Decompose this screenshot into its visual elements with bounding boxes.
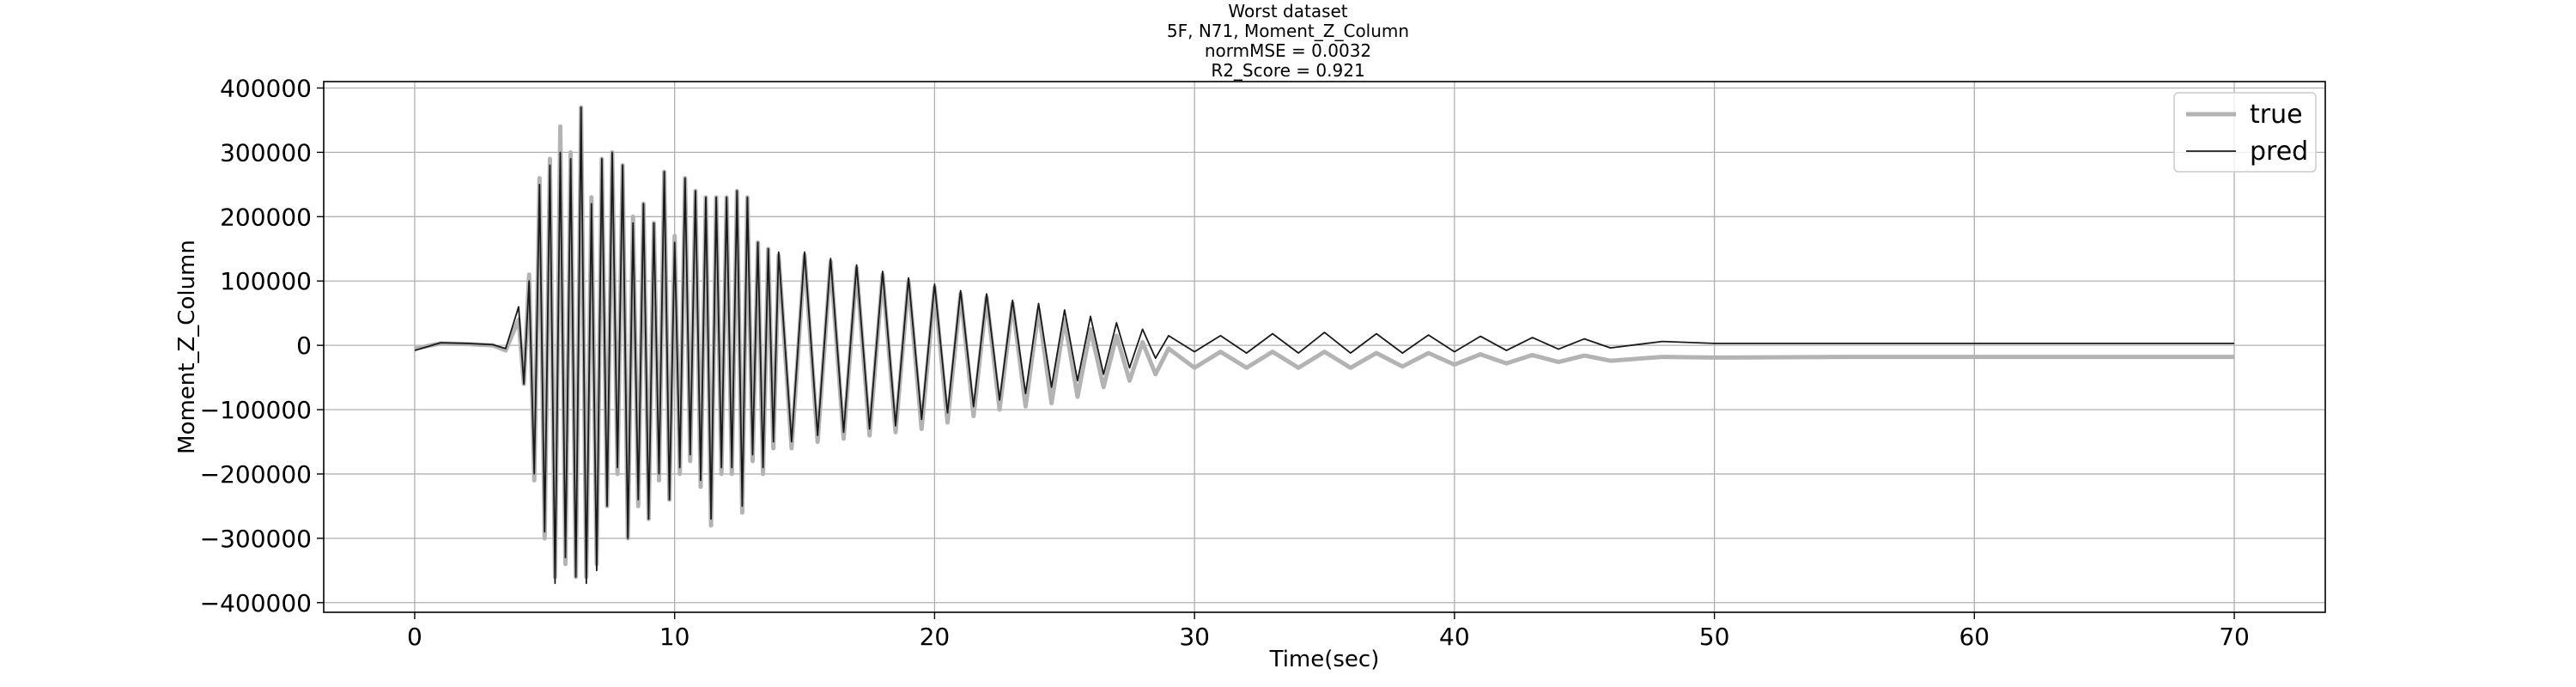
y-tick-label: 300000 bbox=[220, 138, 312, 167]
x-tick-label: 50 bbox=[1699, 623, 1730, 651]
y-tick-label: −400000 bbox=[200, 589, 312, 617]
x-axis-ticks: 0 10 20 30 40 50 60 70 bbox=[407, 612, 2250, 651]
y-tick-label: 200000 bbox=[220, 203, 312, 231]
y-tick-label: 100000 bbox=[220, 267, 312, 295]
x-tick-label: 40 bbox=[1439, 623, 1470, 651]
x-tick-label: 10 bbox=[659, 623, 690, 651]
x-tick-label: 70 bbox=[2219, 623, 2250, 651]
y-axis-label: Moment_Z_Column bbox=[174, 240, 200, 454]
x-axis-label: Time(sec) bbox=[1269, 647, 1380, 672]
y-tick-label: 400000 bbox=[220, 74, 312, 102]
legend: true pred bbox=[2173, 92, 2317, 173]
chart-title-line-4: R2_Score = 0.921 bbox=[1211, 60, 1365, 81]
y-axis-ticks: −400000 −300000 −200000 −100000 0 100000 20000… bbox=[200, 74, 324, 617]
x-tick-label: 30 bbox=[1179, 623, 1210, 651]
y-tick-label: −300000 bbox=[200, 525, 312, 553]
legend-label-pred: pred bbox=[2250, 137, 2308, 167]
chart-title-line-3: normMSE = 0.0032 bbox=[1204, 40, 1372, 61]
y-tick-label: 0 bbox=[296, 331, 312, 360]
legend-label-true: true bbox=[2250, 100, 2303, 130]
chart-title-line-1: Worst dataset bbox=[1228, 1, 1348, 21]
x-tick-label: 60 bbox=[1959, 623, 1990, 651]
x-tick-label: 0 bbox=[407, 623, 422, 651]
x-tick-label: 20 bbox=[920, 623, 951, 651]
y-tick-label: −100000 bbox=[200, 396, 312, 424]
series-line-pred bbox=[414, 106, 2234, 585]
chart-title-line-2: 5F, N71, Moment_Z_Column bbox=[1166, 21, 1410, 41]
y-tick-label: −200000 bbox=[200, 460, 312, 489]
series-layer bbox=[414, 105, 2234, 585]
plot-area-frame bbox=[323, 81, 2326, 613]
